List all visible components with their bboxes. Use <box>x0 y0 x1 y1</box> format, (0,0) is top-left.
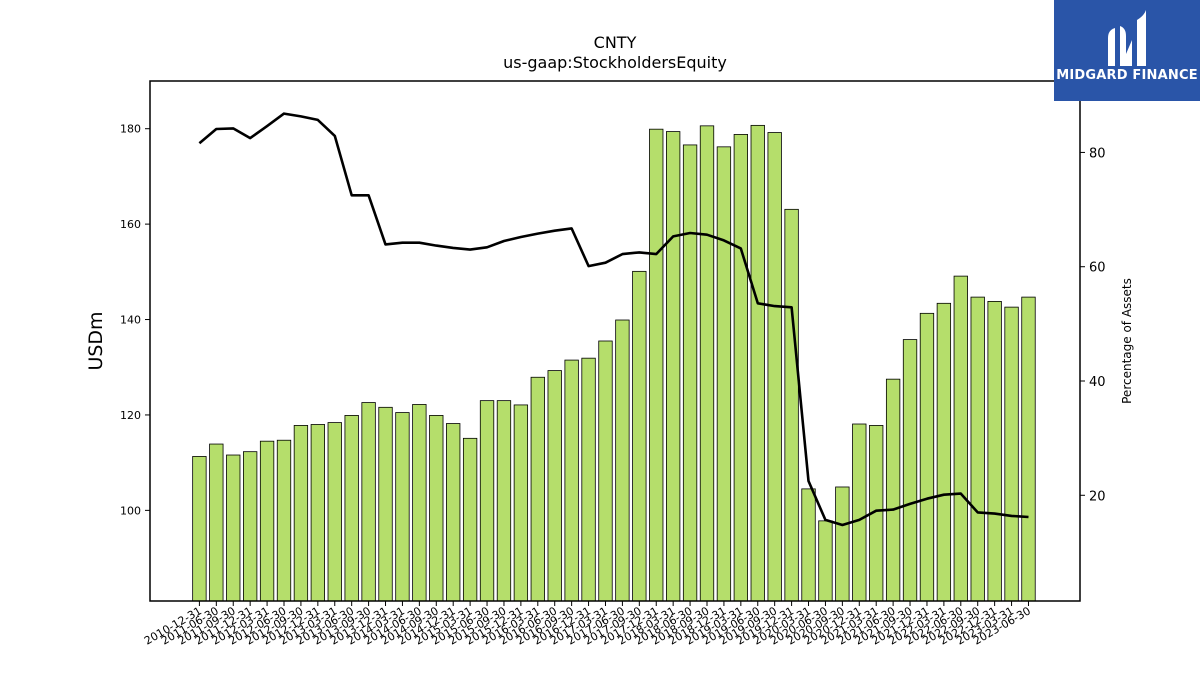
bar <box>226 454 241 602</box>
y2-axis-label: Percentage of Assets <box>1120 278 1134 404</box>
bar <box>1004 306 1019 602</box>
y-tick-label: 100 <box>120 504 141 517</box>
bar <box>344 415 359 602</box>
y-tick-label: 140 <box>120 314 141 327</box>
line-series <box>198 112 1029 527</box>
bar <box>276 439 292 602</box>
bar <box>479 400 495 602</box>
bar <box>513 404 529 602</box>
y-tick-label: 180 <box>120 123 141 136</box>
bar <box>310 424 325 602</box>
bar <box>902 339 918 602</box>
x-axis: 2010-12-312011-06-302011-09-302011-12-31… <box>142 601 1033 648</box>
bar <box>987 301 1002 602</box>
percentage-line <box>198 112 1029 527</box>
bar <box>378 406 393 602</box>
bar <box>581 357 596 602</box>
y2-tick-label: 40 <box>1089 375 1106 390</box>
bar <box>615 319 630 602</box>
bar <box>412 404 427 602</box>
bar <box>936 302 952 602</box>
bar <box>395 412 410 602</box>
bar <box>1021 296 1036 602</box>
bar <box>666 131 681 602</box>
bar <box>446 423 461 602</box>
bar <box>547 370 562 602</box>
y-axis-label: USDm <box>85 311 107 370</box>
bar <box>632 270 647 602</box>
bar <box>970 296 985 602</box>
bar <box>361 402 376 602</box>
y2-tick-label: 80 <box>1089 146 1106 161</box>
chart-subtitle: us-gaap:StockholdersEquity <box>503 53 727 72</box>
bar <box>885 378 901 602</box>
left-axis: 100 120 140 160 180 <box>120 123 150 517</box>
right-axis: 20 40 60 80 <box>1080 146 1106 504</box>
bar-series <box>192 124 1036 602</box>
bar <box>192 456 207 602</box>
bar <box>462 437 478 602</box>
y2-tick-label: 20 <box>1089 489 1106 504</box>
bar <box>767 132 782 602</box>
bar <box>496 400 512 602</box>
bar <box>801 488 816 602</box>
bar <box>953 275 968 602</box>
bar <box>209 443 224 602</box>
bar <box>784 208 799 602</box>
bar <box>564 359 579 602</box>
bar <box>429 415 444 602</box>
bar <box>243 451 258 602</box>
bar <box>682 144 698 602</box>
chart-title: CNTY <box>594 33 637 52</box>
brand-name: MIDGARD FINANCE <box>1056 68 1198 83</box>
bar <box>598 340 613 602</box>
bar <box>293 425 309 602</box>
bar <box>649 128 664 602</box>
bar <box>852 423 867 602</box>
y-tick-label: 120 <box>120 409 141 422</box>
bar <box>327 422 342 602</box>
bar <box>835 486 850 602</box>
bar <box>716 146 732 602</box>
plot-frame <box>149 80 1081 602</box>
brand-logo: MIDGARD FINANCE <box>1054 0 1200 101</box>
bar <box>733 134 748 602</box>
bar <box>750 124 765 602</box>
bar <box>919 312 935 602</box>
y2-tick-label: 60 <box>1089 261 1106 276</box>
bar <box>699 125 715 602</box>
midgard-logo-icon <box>1108 10 1146 66</box>
bar <box>818 520 833 602</box>
bar <box>259 440 275 602</box>
bar <box>530 376 545 602</box>
y-tick-label: 160 <box>120 218 141 231</box>
